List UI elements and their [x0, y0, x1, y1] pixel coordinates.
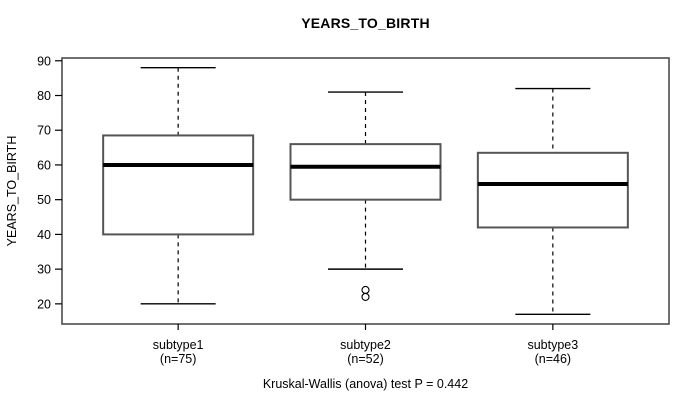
outlier-point: [361, 285, 370, 295]
group-label: subtype1: [153, 338, 204, 352]
y-tick-label: 40: [37, 228, 51, 242]
outlier-point: [361, 292, 370, 301]
y-tick-label: 70: [37, 124, 51, 138]
stat-test-footnote: Kruskal-Wallis (anova) test P = 0.442: [262, 377, 469, 391]
iqr-box: [289, 143, 442, 201]
group-sublabel: (n=75): [160, 352, 196, 366]
group-sublabel: (n=46): [535, 352, 571, 366]
y-tick-label: 90: [37, 54, 51, 68]
y-tick-label: 80: [37, 89, 51, 103]
y-tick-label: 50: [37, 193, 51, 207]
y-tick-label: 60: [37, 158, 51, 172]
iqr-box: [476, 151, 629, 229]
y-tick-label: 20: [37, 297, 51, 311]
iqr-box: [102, 134, 255, 236]
group-sublabel: (n=52): [347, 352, 383, 366]
group-label: subtype2: [340, 338, 391, 352]
group-label: subtype3: [527, 338, 578, 352]
y-tick-label: 30: [37, 263, 51, 277]
chart-title: YEARS_TO_BIRTH: [301, 15, 430, 31]
